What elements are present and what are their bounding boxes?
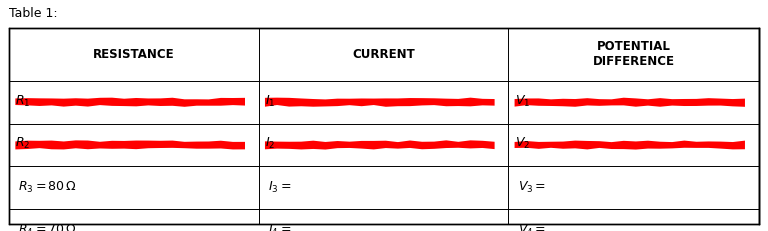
Text: $R_2$: $R_2$ (15, 136, 31, 151)
FancyBboxPatch shape (9, 28, 759, 224)
Text: $V_3 =$: $V_3 =$ (518, 180, 546, 195)
Text: $R_3 = 80 \,\Omega$: $R_3 = 80 \,\Omega$ (18, 180, 78, 195)
Text: $V_4 =$: $V_4 =$ (518, 223, 546, 231)
Text: $V_1$: $V_1$ (515, 94, 530, 109)
Text: $R_4 = 70 \,\Omega$: $R_4 = 70 \,\Omega$ (18, 223, 78, 231)
Polygon shape (15, 140, 245, 149)
Text: $I_1$: $I_1$ (265, 94, 276, 109)
Text: $I_2$: $I_2$ (265, 136, 275, 151)
Text: Table 1:: Table 1: (9, 7, 58, 20)
Polygon shape (515, 98, 745, 107)
Text: $V_2$: $V_2$ (515, 136, 530, 151)
Text: POTENTIAL
DIFFERENCE: POTENTIAL DIFFERENCE (593, 40, 674, 68)
Polygon shape (15, 98, 245, 107)
Text: $I_3 =$: $I_3 =$ (268, 180, 291, 195)
Text: RESISTANCE: RESISTANCE (93, 48, 175, 61)
Text: $R_1$: $R_1$ (15, 94, 31, 109)
Polygon shape (265, 98, 495, 107)
Polygon shape (515, 141, 745, 149)
Text: CURRENT: CURRENT (353, 48, 415, 61)
Polygon shape (265, 140, 495, 149)
Text: $I_4 =$: $I_4 =$ (268, 223, 291, 231)
